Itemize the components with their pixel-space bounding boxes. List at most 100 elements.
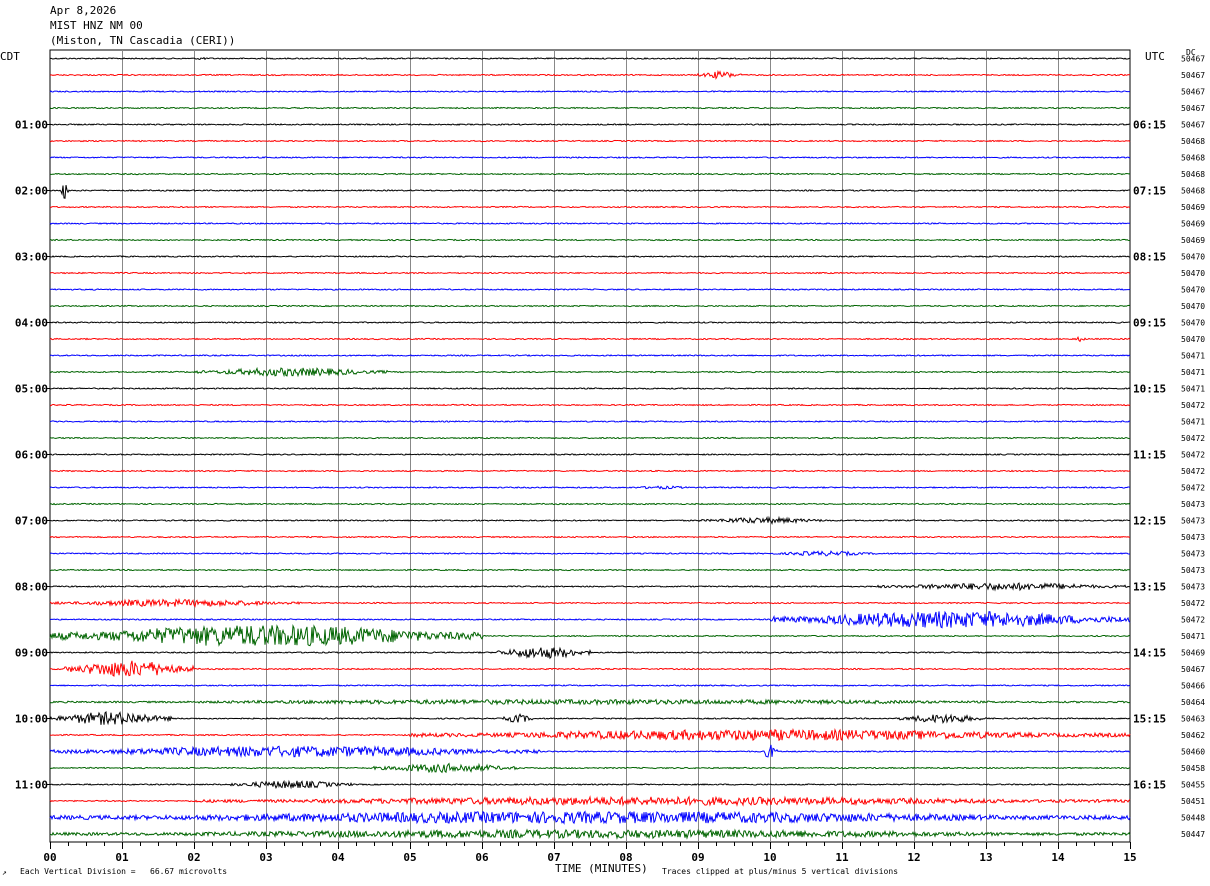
- x-tick-label: 10: [763, 851, 776, 864]
- trace-20: [49, 387, 1131, 390]
- right-time-label: 10:15: [1133, 383, 1166, 396]
- dc-offset-label: 50462: [1181, 731, 1205, 740]
- dc-offset-label: 50470: [1181, 253, 1205, 262]
- right-time-label: 15:15: [1133, 713, 1166, 726]
- x-tick-label: 01: [115, 851, 129, 864]
- dc-offset-label: 50473: [1181, 500, 1205, 509]
- date-label: Apr 8,2026: [50, 4, 117, 17]
- dc-offset-label: 50458: [1181, 764, 1205, 773]
- left-time-label: 09:00: [15, 647, 48, 660]
- right-time-label: 09:15: [1133, 317, 1166, 330]
- dc-offset-label: 50472: [1181, 401, 1205, 410]
- dc-offset-label: 50467: [1181, 88, 1205, 97]
- dc-offset-label: 50469: [1181, 236, 1205, 245]
- trace-15: [49, 304, 1131, 308]
- left-time-label: 07:00: [15, 515, 48, 528]
- left-time-label: 04:00: [15, 317, 48, 330]
- dc-offset-label: 50467: [1181, 104, 1205, 113]
- right-time-label: 14:15: [1133, 647, 1166, 660]
- dc-offset-label: 50469: [1181, 649, 1205, 658]
- right-time-label: 11:15: [1133, 449, 1166, 462]
- trace-28: [49, 515, 1131, 525]
- trace-19: [49, 366, 1131, 378]
- dc-offset-label: 50455: [1181, 781, 1205, 790]
- dc-header-label: DC: [1186, 48, 1196, 57]
- dc-offset-label: 50451: [1181, 797, 1205, 806]
- trace-16: [49, 321, 1131, 324]
- left-time-label: 10:00: [15, 713, 48, 726]
- trace-10: [49, 222, 1131, 225]
- trace-18: [49, 354, 1131, 357]
- trace-5: [49, 139, 1131, 143]
- dc-offset-label: 50468: [1181, 187, 1205, 196]
- trace-35: [49, 623, 1131, 647]
- dc-offset-label: 50472: [1181, 467, 1205, 476]
- trace-23: [49, 436, 1131, 440]
- trace-40: [49, 710, 1131, 726]
- x-tick-label: 03: [259, 851, 272, 864]
- trace-9: [49, 205, 1131, 209]
- dc-offset-label: 50471: [1181, 385, 1205, 394]
- trace-25: [49, 469, 1131, 473]
- trace-12: [49, 255, 1131, 258]
- left-time-label: 05:00: [15, 383, 48, 396]
- left-time-label: 02:00: [15, 185, 48, 198]
- dc-offset-label: 50473: [1181, 517, 1205, 526]
- left-time-label: 01:00: [15, 119, 48, 132]
- dc-offset-label: 50473: [1181, 583, 1205, 592]
- trace-39: [49, 697, 1131, 707]
- x-tick-label: 07: [547, 851, 560, 864]
- dc-offset-label: 50473: [1181, 566, 1205, 575]
- dc-offset-label: 50473: [1181, 550, 1205, 559]
- trace-4: [49, 123, 1131, 126]
- trace-43: [49, 762, 1131, 774]
- dc-offset-label: 50471: [1181, 418, 1205, 427]
- dc-offset-label: 50469: [1181, 220, 1205, 229]
- x-axis-label: TIME (MINUTES): [555, 862, 648, 875]
- clip-note: Traces clipped at plus/minus 5 vertical …: [662, 867, 899, 876]
- right-time-label: 08:15: [1133, 251, 1166, 264]
- trace-37: [49, 660, 1131, 677]
- trace-1: [49, 69, 1131, 80]
- trace-31: [49, 568, 1131, 572]
- trace-8: [49, 185, 1131, 199]
- dc-offset-label: 50469: [1181, 203, 1205, 212]
- x-tick-label: 02: [187, 851, 200, 864]
- dc-offset-label: 50467: [1181, 121, 1205, 130]
- trace-38: [49, 684, 1131, 687]
- location-label: (Miston, TN Cascadia (CERI)): [50, 34, 236, 47]
- x-tick-label: 06: [475, 851, 489, 864]
- dc-offset-label: 50470: [1181, 319, 1205, 328]
- trace-7: [49, 172, 1131, 176]
- trace-33: [49, 597, 1131, 608]
- dc-offset-label: 50470: [1181, 302, 1205, 311]
- dc-offset-label: 50472: [1181, 484, 1205, 493]
- scale-icon: ↗: [2, 868, 7, 877]
- dc-offset-label: 50471: [1181, 632, 1205, 641]
- trace-34: [49, 610, 1131, 629]
- dc-offset-label: 50468: [1181, 137, 1205, 146]
- dc-offset-label: 50448: [1181, 814, 1205, 823]
- scale-note: Each Vertical Division = 66.67 microvolt…: [20, 867, 228, 876]
- x-tick-label: 00: [43, 851, 56, 864]
- dc-offset-label: 50467: [1181, 665, 1205, 674]
- station-label: MIST HNZ NM 00: [50, 19, 143, 32]
- right-timezone-label: UTC: [1145, 50, 1165, 63]
- right-time-label: 13:15: [1133, 581, 1166, 594]
- x-tick-label: 15: [1123, 851, 1136, 864]
- x-tick-label: 04: [331, 851, 345, 864]
- trace-27: [49, 502, 1131, 506]
- dc-offset-label: 50466: [1181, 682, 1205, 691]
- dc-offset-label: 50472: [1181, 451, 1205, 460]
- x-tick-label: 12: [907, 851, 920, 864]
- dc-offset-label: 50463: [1181, 715, 1205, 724]
- trace-36: [49, 646, 1131, 660]
- dc-offset-label: 50472: [1181, 616, 1205, 625]
- right-time-label: 06:15: [1133, 119, 1166, 132]
- trace-32: [49, 582, 1131, 592]
- trace-29: [49, 535, 1131, 539]
- right-time-label: 16:15: [1133, 779, 1166, 792]
- dc-offset-label: 50470: [1181, 335, 1205, 344]
- trace-13: [49, 271, 1131, 275]
